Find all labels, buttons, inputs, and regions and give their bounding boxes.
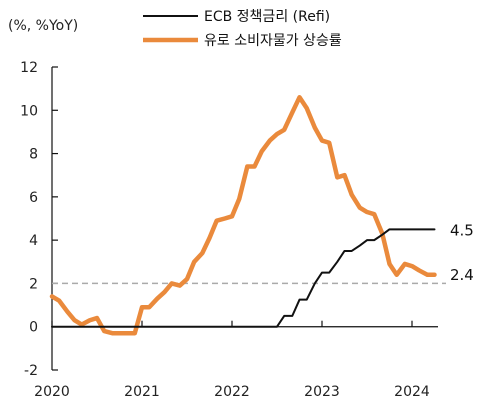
y-axis: -2 0 2 4 6 8 10 12 xyxy=(20,60,58,379)
x-tick-label: 2020 xyxy=(34,384,70,400)
y-tick-label: 4 xyxy=(29,233,38,249)
unit-label: (%, %YoY) xyxy=(8,18,78,34)
y-tick-label: -2 xyxy=(24,363,38,379)
y-tick-label: 2 xyxy=(29,276,38,292)
x-tick-label: 2022 xyxy=(214,384,250,400)
y-tick-label: 12 xyxy=(20,60,38,76)
y-tick-label: 0 xyxy=(29,320,38,336)
series-layer: 4.5 2.4 xyxy=(49,95,474,336)
y-tick-label: 10 xyxy=(20,103,38,119)
series-line-1 xyxy=(49,95,437,336)
legend-label-0: ECB 정책금리 (Refi) xyxy=(204,9,330,25)
y-tick-label: 8 xyxy=(29,147,38,163)
legend: ECB 정책금리 (Refi) 유로 소비자물가 상승률 xyxy=(143,9,342,49)
x-axis: 2020 2021 2022 2023 2024 xyxy=(34,320,438,400)
end-value-label-0: 4.5 xyxy=(450,221,474,239)
y-tick-label: 6 xyxy=(29,190,38,206)
legend-label-1: 유로 소비자물가 상승률 xyxy=(204,33,342,49)
x-tick-label: 2021 xyxy=(124,384,160,400)
end-value-label-1: 2.4 xyxy=(450,266,474,284)
x-tick-label: 2023 xyxy=(304,384,340,400)
x-tick-label: 2024 xyxy=(394,384,430,400)
series-line-0 xyxy=(51,228,436,328)
